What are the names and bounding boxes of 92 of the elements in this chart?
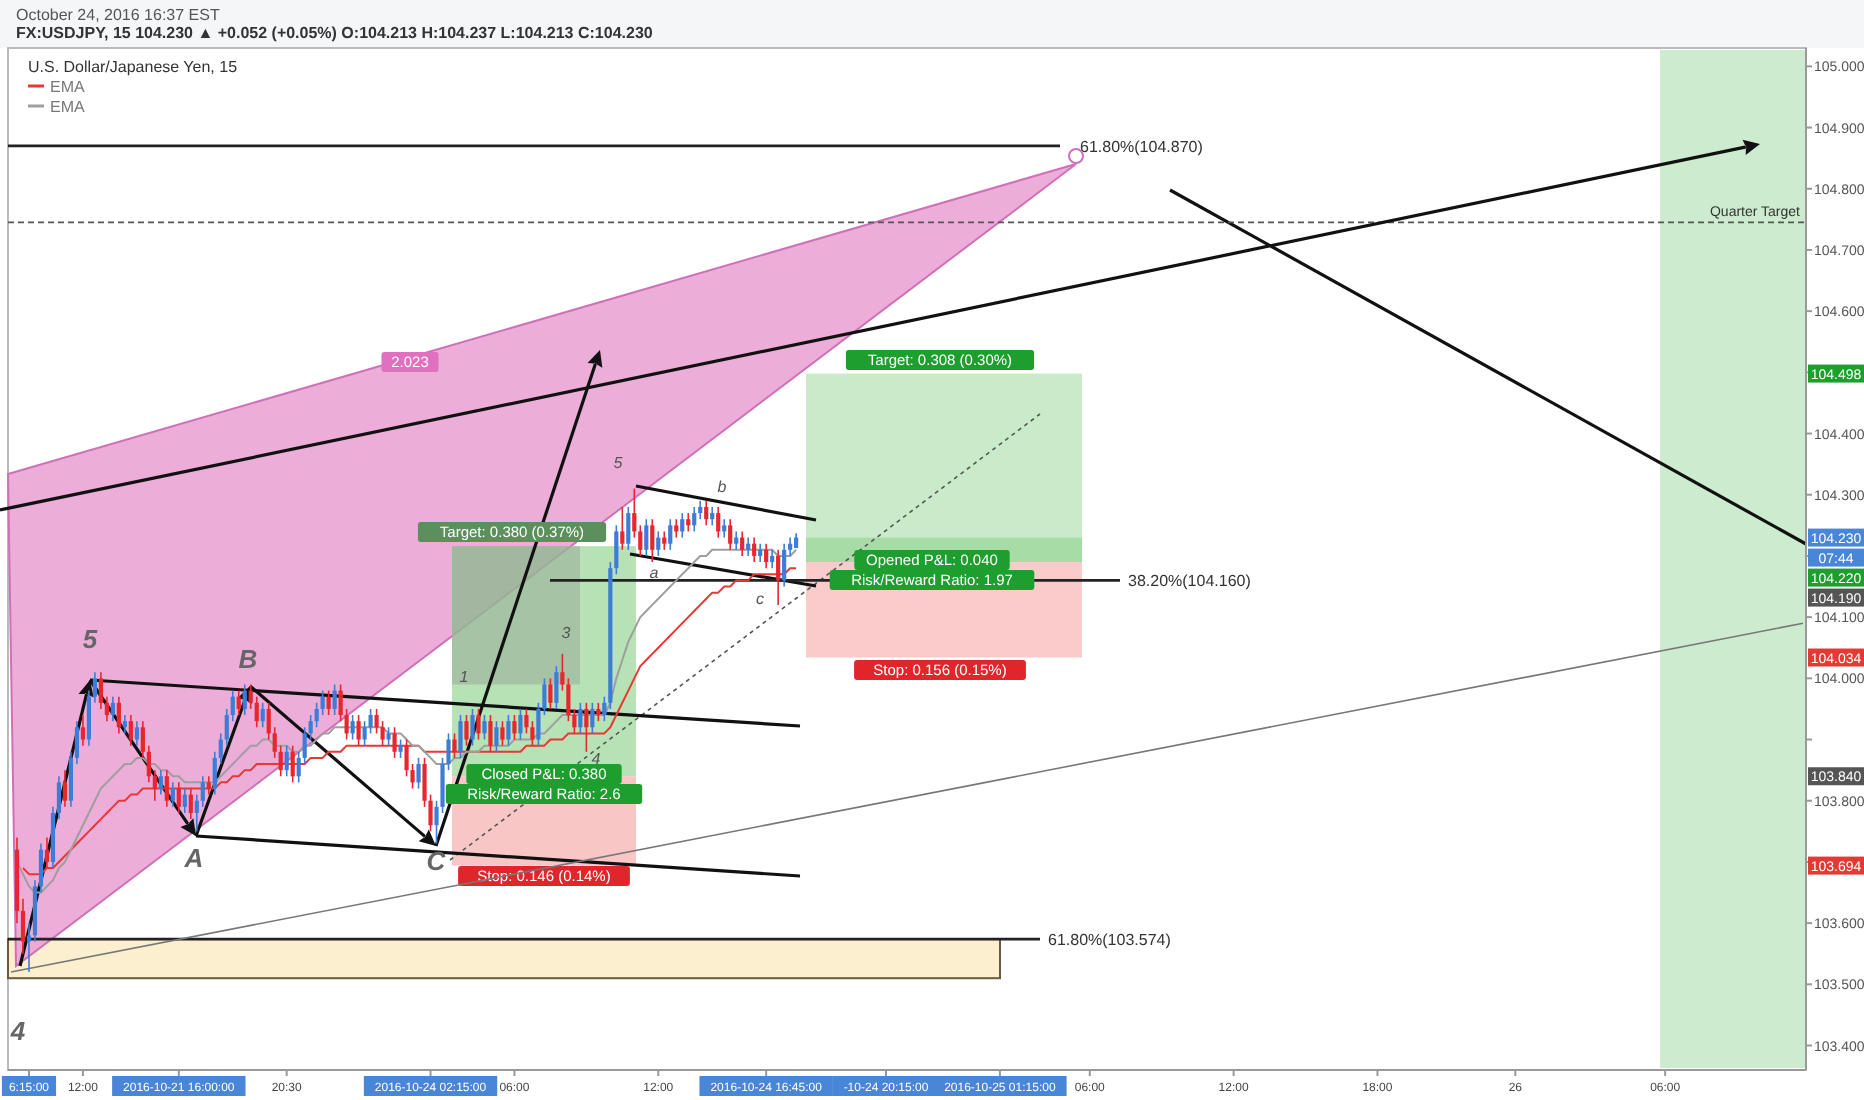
candlestick bbox=[758, 542, 763, 563]
candlestick bbox=[320, 689, 325, 716]
candlestick bbox=[776, 549, 781, 606]
text: FX:USDJPY, 15 104.230 ▲ +0.052 (+0.05%) O:104.213 H:104.237 L:104.213 C:104.230 bbox=[16, 24, 654, 42]
candlestick bbox=[44, 836, 50, 869]
candlestick bbox=[356, 714, 361, 747]
candlestick bbox=[164, 769, 169, 808]
candlestick bbox=[350, 714, 355, 741]
candlestick bbox=[506, 714, 511, 747]
candlestick bbox=[734, 530, 739, 551]
ref-line-label: 38.20%(104.160) bbox=[1128, 572, 1252, 591]
candlestick bbox=[206, 775, 211, 796]
annotation: 1 bbox=[459, 668, 469, 686]
candlestick bbox=[332, 683, 337, 716]
candlestick bbox=[746, 536, 751, 557]
candlestick bbox=[488, 714, 493, 753]
text: U.S. Dollar/Japanese Yen, 15 bbox=[28, 58, 239, 76]
candlestick bbox=[464, 714, 469, 747]
candlestick bbox=[122, 714, 127, 735]
candlestick bbox=[158, 769, 163, 796]
candlestick bbox=[236, 689, 241, 716]
candlestick bbox=[728, 518, 733, 551]
legend-label: EMA bbox=[50, 98, 86, 116]
candlestick bbox=[764, 542, 769, 569]
candlestick bbox=[710, 506, 715, 527]
chart-subtitle: October 24, 2016 16:37 EST bbox=[16, 6, 220, 24]
annotation: 4 bbox=[591, 750, 602, 768]
candlestick bbox=[134, 720, 139, 747]
candlestick bbox=[644, 518, 649, 557]
annotation: b bbox=[717, 478, 728, 496]
annotation: C bbox=[426, 845, 447, 876]
candlestick bbox=[722, 518, 727, 539]
candlestick bbox=[626, 506, 631, 551]
candlestick bbox=[62, 769, 68, 808]
candlestick bbox=[326, 689, 331, 716]
candlestick bbox=[752, 536, 757, 563]
candlestick bbox=[242, 683, 247, 716]
annotation: 4 bbox=[8, 1016, 27, 1046]
annotation: 5 bbox=[613, 454, 624, 472]
candlestick bbox=[518, 708, 523, 741]
candlestick bbox=[686, 512, 691, 533]
candlestick bbox=[704, 500, 709, 527]
legend-label: EMA bbox=[50, 78, 86, 96]
candlestick bbox=[668, 518, 673, 551]
candlestick bbox=[596, 702, 601, 722]
candlestick bbox=[116, 695, 121, 735]
candlestick bbox=[416, 757, 421, 790]
annotation: 3 bbox=[561, 624, 572, 642]
candlestick bbox=[260, 702, 265, 729]
candlestick bbox=[584, 702, 589, 753]
candlestick bbox=[770, 549, 775, 569]
candlestick bbox=[662, 530, 667, 551]
candlestick bbox=[476, 708, 481, 741]
candlestick bbox=[656, 530, 661, 557]
candlestick bbox=[782, 542, 787, 588]
candlestick bbox=[398, 738, 403, 759]
candlestick bbox=[482, 714, 487, 741]
candlestick bbox=[716, 506, 721, 539]
ref-line-label: 61.80%(104.870) bbox=[1080, 137, 1204, 156]
candlestick bbox=[182, 787, 187, 814]
candlestick bbox=[500, 720, 505, 747]
annotation: a bbox=[649, 564, 660, 582]
candlestick bbox=[80, 714, 86, 747]
candlestick bbox=[554, 665, 559, 710]
candlestick bbox=[680, 512, 685, 539]
candlestick bbox=[740, 530, 745, 557]
candlestick bbox=[290, 744, 295, 784]
candlestick bbox=[170, 781, 175, 808]
candlestick bbox=[590, 702, 595, 735]
candlestick bbox=[452, 732, 457, 759]
annotation: A bbox=[182, 843, 204, 874]
candlestick bbox=[578, 702, 583, 735]
candlestick bbox=[128, 714, 133, 747]
candlestick bbox=[494, 720, 499, 753]
candlestick bbox=[110, 695, 115, 722]
annotation: B bbox=[238, 644, 258, 675]
candlestick bbox=[548, 677, 553, 710]
candlestick bbox=[650, 518, 655, 563]
candlestick bbox=[674, 518, 679, 539]
candlestick bbox=[176, 781, 181, 814]
candlestick bbox=[512, 714, 517, 741]
candlestick bbox=[386, 726, 391, 747]
candlestick bbox=[620, 506, 625, 551]
ref-line-label: 61.80%(103.574) bbox=[1048, 931, 1172, 950]
candlestick bbox=[188, 787, 193, 820]
candlestick bbox=[692, 506, 697, 533]
annotation: 5 bbox=[82, 624, 99, 655]
candlestick bbox=[458, 714, 463, 759]
candlestick bbox=[470, 708, 475, 747]
candlestick bbox=[284, 744, 289, 778]
annotation: c bbox=[756, 590, 764, 608]
candlestick bbox=[392, 726, 397, 759]
